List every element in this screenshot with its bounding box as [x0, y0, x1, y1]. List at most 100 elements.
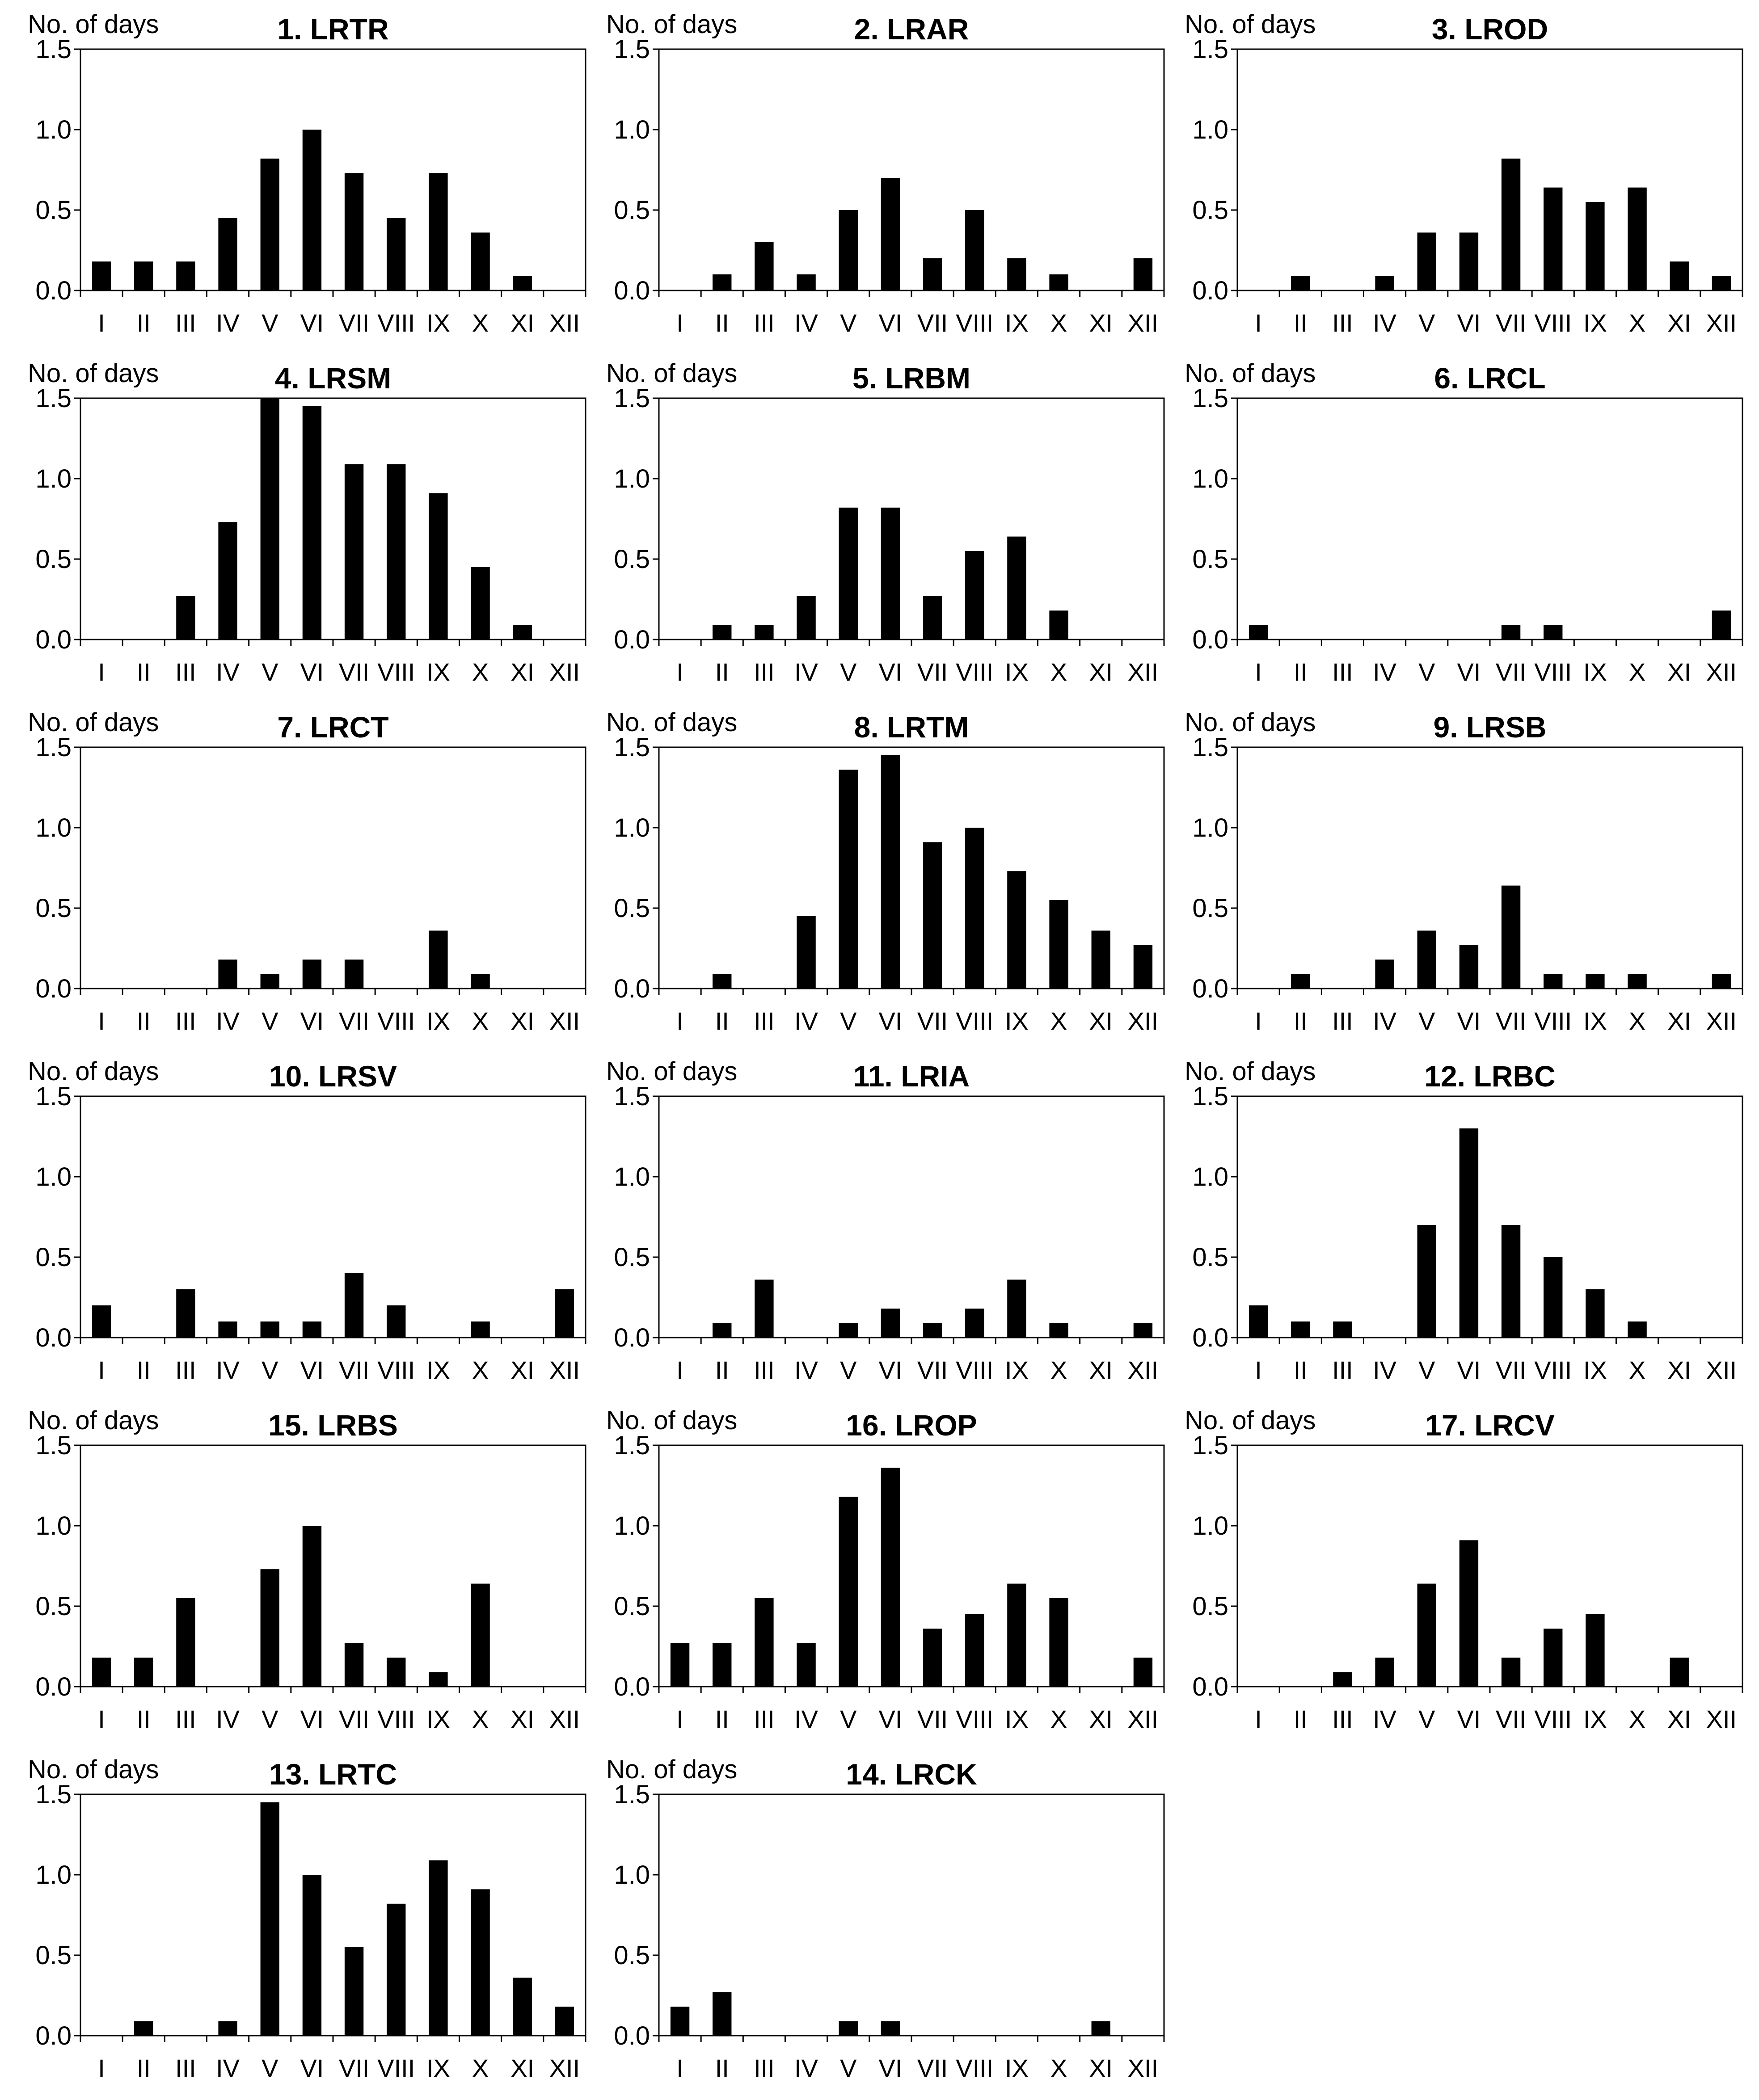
x-tick-label: VII: [917, 1007, 948, 1035]
x-tick-label: VII: [339, 658, 369, 686]
bar-IX: [1586, 1614, 1605, 1687]
y-tick-label: 1.5: [35, 1431, 72, 1460]
y-tick-label: 1.0: [614, 813, 650, 842]
bar-VI: [1459, 945, 1479, 989]
bar-VI: [1459, 1540, 1479, 1687]
x-tick-label: VII: [917, 1356, 948, 1384]
y-tick-label: 1.0: [35, 1860, 72, 1890]
bar-XI: [1670, 1658, 1689, 1687]
x-tick-label: IV: [1373, 1007, 1397, 1035]
bar-XII: [1712, 974, 1731, 989]
y-tick-label: 1.5: [1192, 1082, 1228, 1111]
x-tick-label: X: [1050, 1705, 1067, 1733]
bar-VI: [881, 178, 900, 290]
bar-IV: [797, 596, 816, 640]
x-tick-label: X: [472, 2054, 489, 2082]
bar-VI: [881, 2021, 900, 2036]
x-tick-label: IX: [426, 2054, 450, 2082]
y-tick-label: 0.0: [614, 276, 650, 305]
y-tick-label: 1.0: [35, 115, 72, 144]
x-tick-label: I: [676, 1705, 683, 1733]
y-tick-label: 1.5: [35, 384, 72, 413]
bar-IX: [1007, 1583, 1026, 1687]
x-tick-label: XI: [1667, 1007, 1691, 1035]
x-tick-label: IX: [1005, 658, 1029, 686]
bar-VI: [302, 406, 322, 640]
x-tick-label: IX: [1005, 1705, 1029, 1733]
x-tick-label: VII: [339, 1356, 369, 1384]
x-tick-label: IV: [1373, 309, 1397, 337]
bar-VI: [881, 755, 900, 989]
x-tick-label: VII: [1496, 1705, 1526, 1733]
bar-I: [1249, 625, 1268, 640]
x-tick-label: IV: [1373, 658, 1397, 686]
x-tick-label: XI: [510, 2054, 534, 2082]
y-tick-label: 0.0: [1192, 276, 1228, 305]
x-tick-label: VI: [300, 1007, 324, 1035]
x-tick-label: I: [676, 658, 683, 686]
bar-X: [1628, 187, 1647, 290]
y-tick-label: 0.5: [1192, 1592, 1228, 1621]
x-tick-label: I: [1255, 658, 1262, 686]
bar-VII: [344, 960, 364, 989]
y-axis-label: No. of days: [606, 10, 737, 39]
bar-I: [92, 261, 111, 290]
y-tick-label: 1.0: [1192, 813, 1228, 842]
bar-V: [260, 974, 279, 989]
y-tick-label: 1.5: [614, 733, 650, 762]
x-tick-label: II: [137, 1356, 151, 1384]
bar-X: [1628, 1321, 1647, 1338]
x-tick-label: VII: [339, 1705, 369, 1733]
x-tick-label: II: [137, 309, 151, 337]
bar-V: [1417, 1583, 1436, 1687]
x-tick-label: XI: [510, 658, 534, 686]
x-tick-label: IV: [216, 1356, 240, 1384]
x-tick-label: XI: [1667, 1356, 1691, 1384]
x-tick-label: XI: [1667, 309, 1691, 337]
bar-V: [839, 2021, 858, 2036]
x-tick-label: XII: [1128, 658, 1158, 686]
bar-VI: [302, 960, 322, 989]
bar-VII: [1501, 158, 1521, 290]
bar-IV: [218, 2021, 237, 2036]
x-tick-label: IX: [1005, 2054, 1029, 2082]
bar-V: [839, 1323, 858, 1338]
y-tick-label: 0.5: [35, 545, 72, 574]
bar-IV: [1375, 1658, 1394, 1687]
x-tick-label: III: [175, 658, 196, 686]
x-tick-label: IX: [1583, 658, 1607, 686]
x-tick-label: VIII: [1534, 309, 1572, 337]
x-tick-label: VI: [1457, 309, 1481, 337]
chart-title: 5. LRBM: [852, 362, 970, 395]
x-tick-label: VIII: [1534, 1705, 1572, 1733]
y-tick-label: 0.5: [35, 894, 72, 923]
x-tick-label: I: [676, 1007, 683, 1035]
x-tick-label: IV: [1373, 1356, 1397, 1384]
x-tick-label: III: [175, 1356, 196, 1384]
y-tick-label: 0.5: [35, 1592, 72, 1621]
y-axis-label: No. of days: [28, 359, 159, 388]
bar-VII: [344, 1947, 364, 2036]
bar-IX: [1586, 974, 1605, 989]
bar-VIII: [965, 210, 984, 290]
x-tick-label: VIII: [956, 309, 993, 337]
x-tick-label: VI: [878, 1705, 902, 1733]
x-tick-label: X: [1629, 1007, 1645, 1035]
bar-VIII: [387, 218, 406, 290]
x-tick-label: IV: [1373, 1705, 1397, 1733]
bar-X: [1049, 610, 1068, 640]
x-tick-label: VII: [917, 1705, 948, 1733]
bar-VIII: [1544, 1629, 1563, 1687]
x-tick-label: XII: [1128, 2054, 1158, 2082]
bar-IV: [218, 960, 237, 989]
y-tick-label: 0.5: [1192, 545, 1228, 574]
bar-III: [755, 1279, 774, 1338]
x-tick-label: IV: [794, 309, 818, 337]
y-tick-label: 0.0: [1192, 974, 1228, 1003]
y-tick-label: 0.0: [614, 625, 650, 654]
bar-XI: [1670, 261, 1689, 290]
y-tick-label: 0.0: [35, 276, 72, 305]
